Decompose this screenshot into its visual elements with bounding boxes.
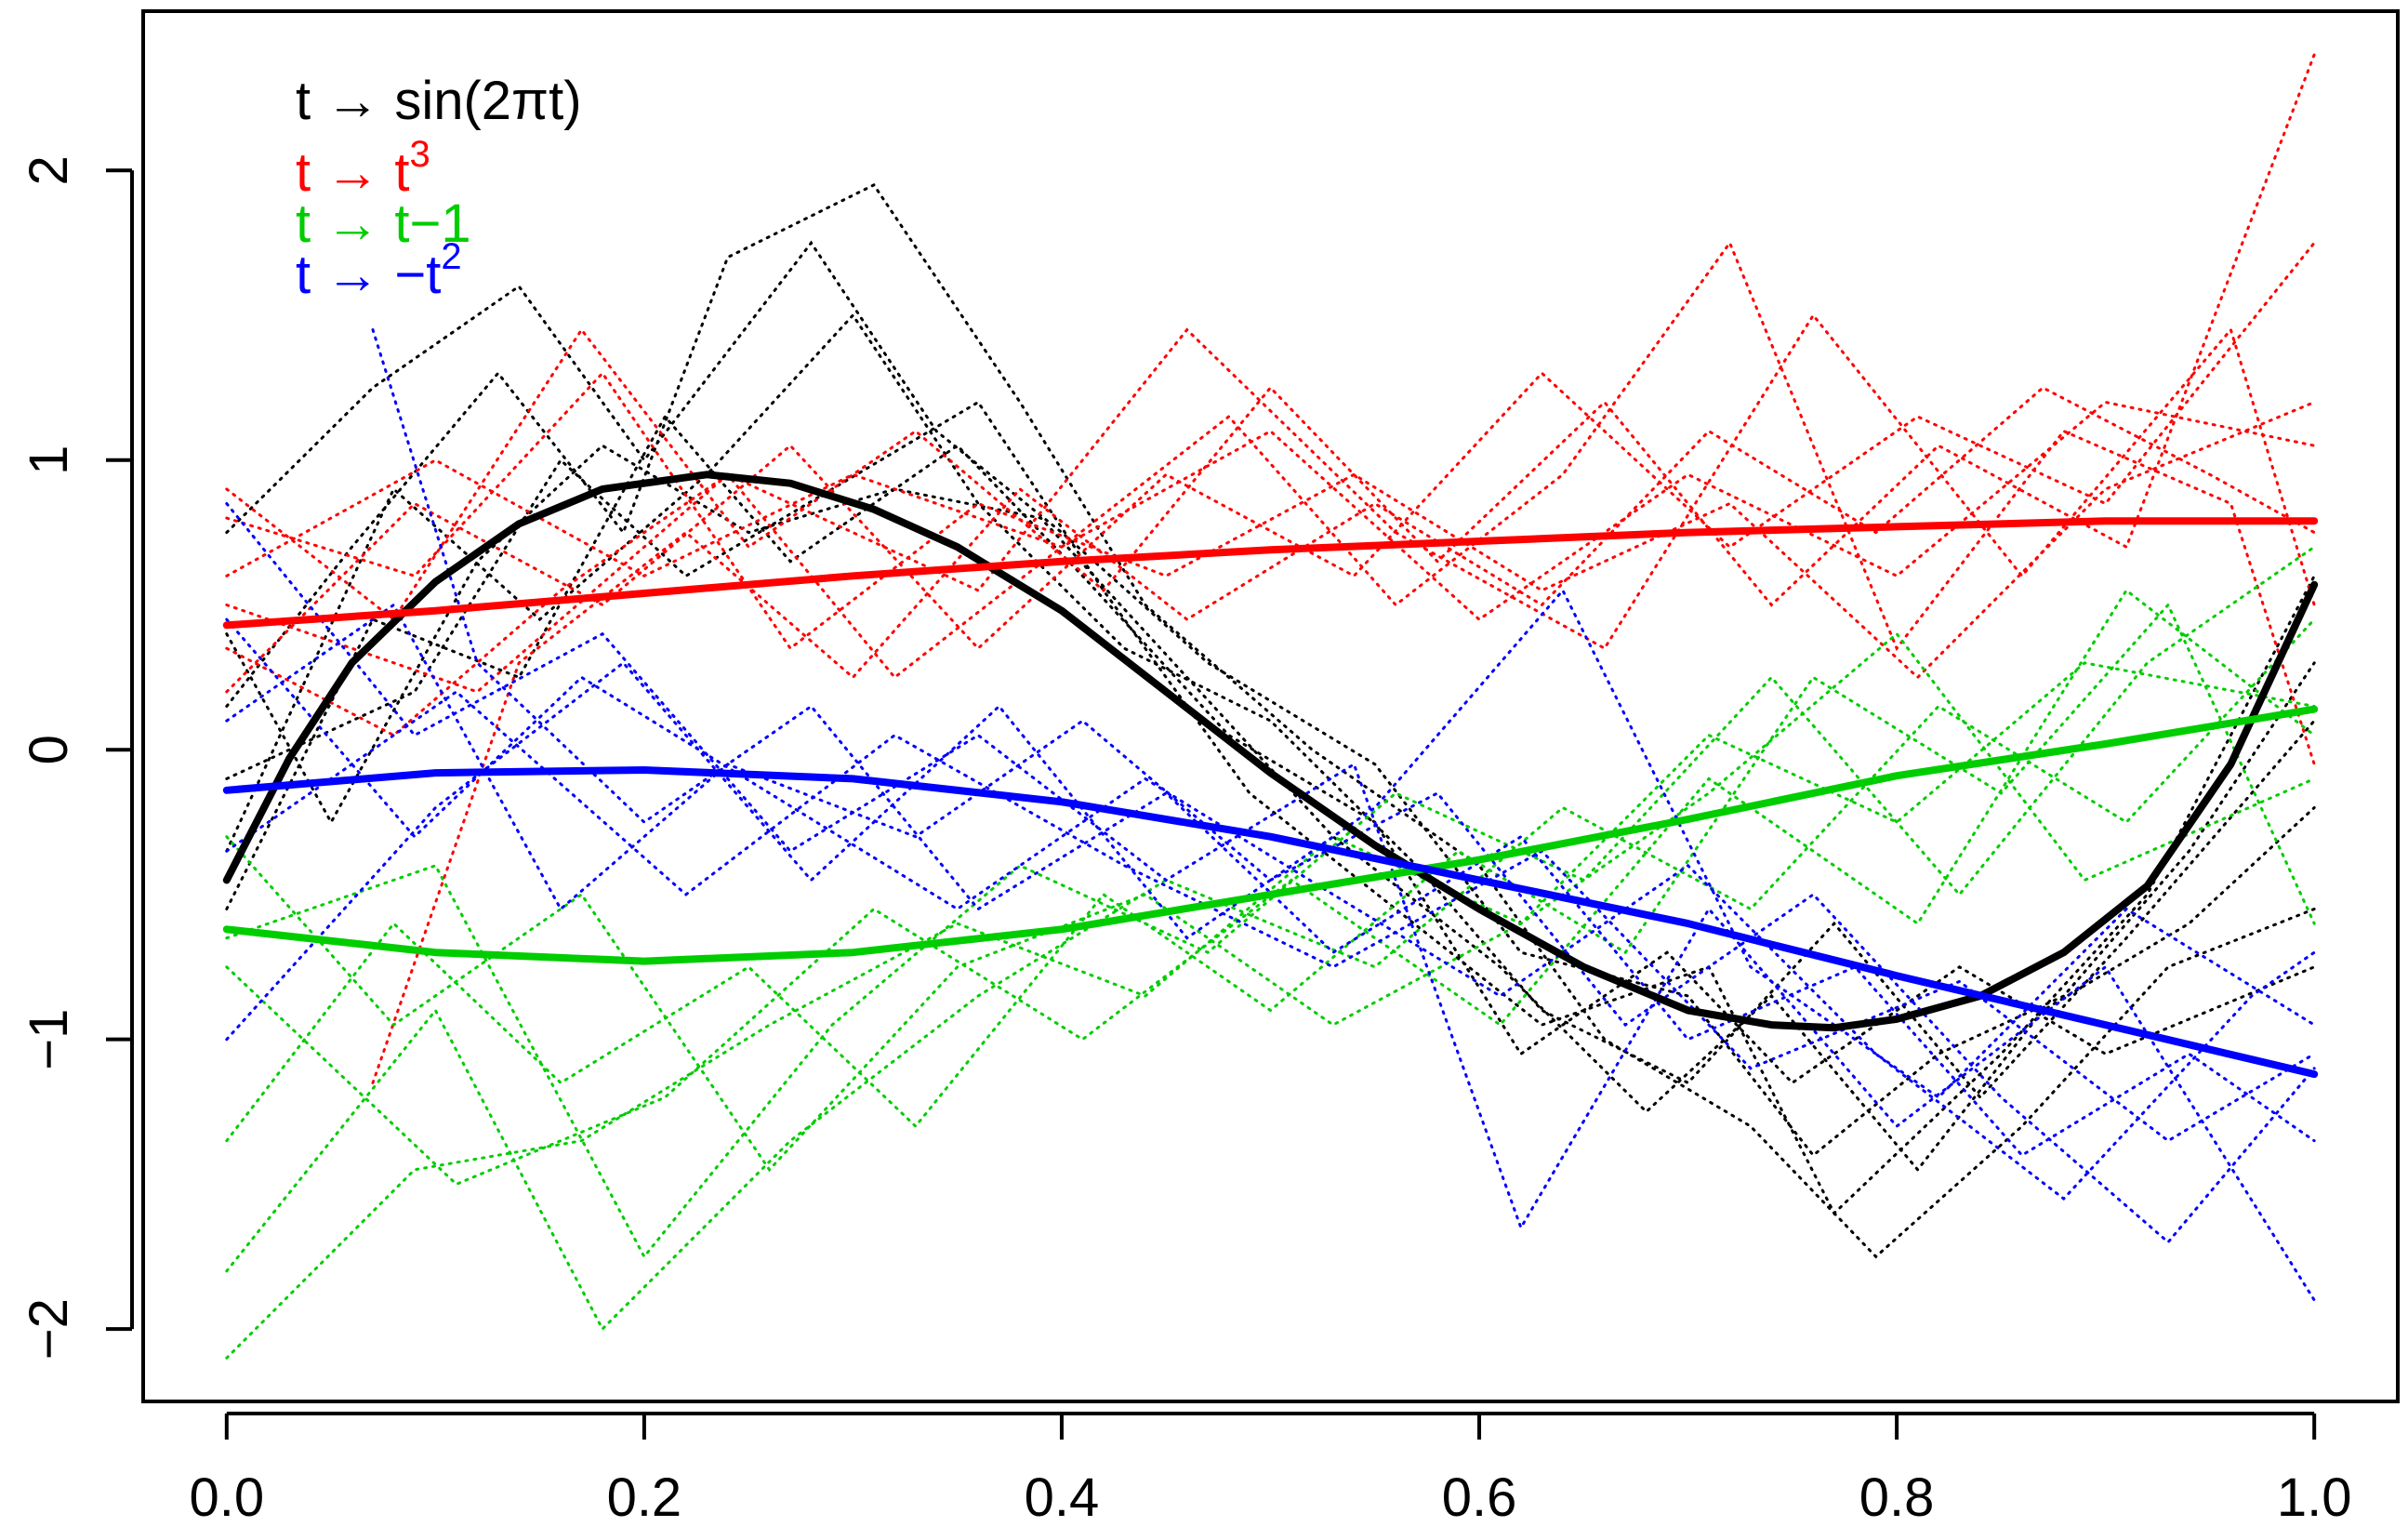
legend: t → sin(2πt)t → t3t → t−1t → −t2 xyxy=(296,71,582,305)
legend-item-1: t → t3 xyxy=(296,134,430,203)
sample-path-3-0 xyxy=(371,328,2316,1158)
y-tick-label: −2 xyxy=(19,1298,79,1360)
sample-path-3-2 xyxy=(225,588,2316,1099)
sample-path-2-3 xyxy=(225,588,2316,1187)
axes-layer: 0.0 0.2 0.4 0.6 0.8 1.0 −2 −1 0 1 2 xyxy=(19,155,2352,1528)
x-tick-label: 0.0 xyxy=(189,1467,264,1528)
mean-curves-layer xyxy=(222,471,2319,1079)
x-tick-label: 0.4 xyxy=(1025,1467,1100,1528)
mean-curve-2 xyxy=(222,705,2319,965)
mean-curve-3 xyxy=(222,766,2319,1079)
x-tick-label: 1.0 xyxy=(2277,1467,2352,1528)
sample-path-1-3 xyxy=(225,400,2316,622)
legend-item-3: t → −t2 xyxy=(296,236,462,305)
sample-path-2-5 xyxy=(225,545,2316,1260)
sample-path-0-0 xyxy=(225,240,2316,1158)
legend-item-0: t → sin(2πt) xyxy=(296,71,582,131)
sample-path-3-5 xyxy=(225,603,2316,1244)
sample-path-0-4 xyxy=(225,444,2316,1173)
plot-frame xyxy=(141,9,2400,1403)
sample-path-1-4 xyxy=(225,312,2316,694)
sample-path-3-3 xyxy=(225,617,2316,1201)
sample-path-1-5 xyxy=(225,240,2316,766)
sample-path-0-3 xyxy=(225,400,2316,1216)
sample-path-0-1 xyxy=(225,182,2316,1259)
mean-curve-1 xyxy=(222,517,2319,630)
sample-paths-layer xyxy=(225,53,2316,1360)
sample-path-1-0 xyxy=(225,53,2316,622)
legend-item-2: t → t−1 xyxy=(296,193,471,254)
x-tick-label: 0.6 xyxy=(1442,1467,1517,1528)
y-tick-label: 0 xyxy=(19,735,79,764)
y-tick-label: 2 xyxy=(19,155,79,185)
sample-path-2-4 xyxy=(225,631,2316,1173)
y-tick-label: −1 xyxy=(19,1009,79,1070)
sample-path-2-1 xyxy=(225,617,2316,1332)
x-tick-label: 0.8 xyxy=(1859,1467,1935,1528)
x-tick-label: 0.2 xyxy=(607,1467,682,1528)
sample-path-1-1 xyxy=(225,241,2316,694)
mean-curve-0 xyxy=(222,471,2319,1032)
sample-path-0-2 xyxy=(225,312,2316,1100)
sample-path-1-6 xyxy=(225,370,2316,680)
y-tick-label: 1 xyxy=(19,445,79,475)
sample-path-2-2 xyxy=(225,602,2316,1143)
sample-path-3-1 xyxy=(225,502,2316,1302)
